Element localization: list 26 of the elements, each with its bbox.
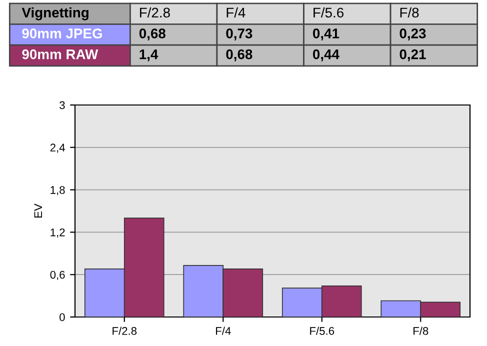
x-tick-label: F/4 — [216, 326, 231, 335]
y-tick-label: 2,4 — [50, 144, 65, 153]
data-label: 0,68 — [226, 49, 252, 62]
y-tick-label: 0 — [60, 313, 65, 322]
y-tick-label: 3 — [60, 101, 65, 110]
data-label: 0,73 — [226, 28, 252, 40]
category-label: F/8 — [400, 7, 419, 18]
y-tick-label: 1,8 — [50, 186, 65, 196]
x-tick-label: F/8 — [414, 326, 428, 335]
text: 90mm RAW — [22, 49, 98, 60]
category-label: F/2.8 — [140, 7, 170, 18]
legend-title: Vignetting — [22, 7, 88, 20]
y-tick-label: 0,6 — [50, 270, 65, 280]
data-label: 0,41 — [312, 28, 340, 40]
data-label: 0,44 — [312, 49, 340, 62]
y-tick-label: 1,2 — [50, 228, 65, 238]
x-tick-label: F/2.8 — [112, 326, 137, 335]
text: 90mm JPEG — [22, 28, 102, 38]
data-label: 0,23 — [400, 28, 426, 40]
category-label: F/4 — [226, 7, 246, 18]
category-label: F/5.6 — [314, 7, 344, 18]
data-label: 0,68 — [139, 28, 166, 40]
data-label: 0,21 — [400, 49, 426, 62]
y-axis-title: EV — [34, 204, 42, 218]
data-label: 1,4 — [140, 50, 158, 62]
x-tick-label: F/5.6 — [310, 326, 334, 335]
